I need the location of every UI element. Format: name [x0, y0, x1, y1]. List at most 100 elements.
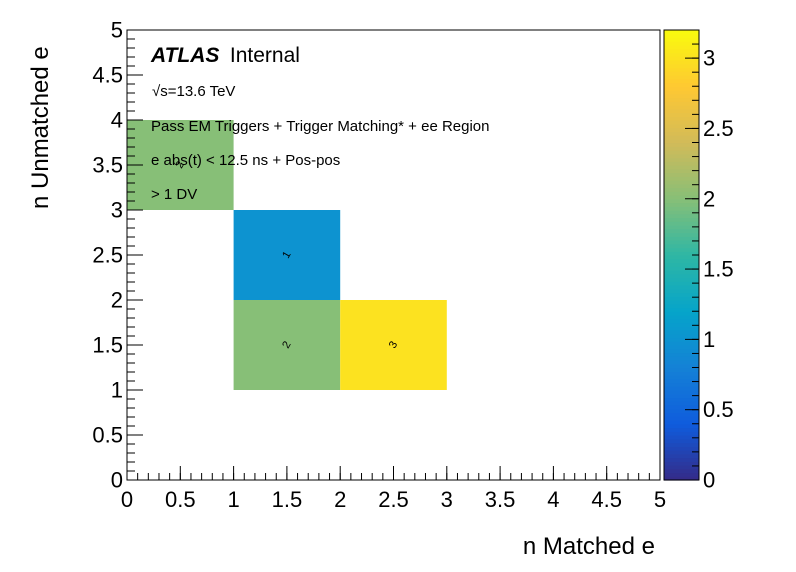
colorbar-segment [664, 41, 699, 46]
colorbar-segment [664, 135, 699, 140]
colorbar-segment [664, 367, 699, 372]
colorbar-segment [664, 341, 699, 346]
x-tick-label: 2 [334, 487, 346, 512]
colorbar-segment [664, 93, 699, 99]
colorbar-segment [664, 356, 699, 361]
colorbar-segment [664, 333, 699, 339]
internal-word: Internal [230, 44, 300, 67]
colorbar-segment [664, 78, 699, 84]
heatmap-cell [340, 300, 447, 390]
colorbar-segment [664, 393, 699, 399]
colorbar-segment [664, 435, 699, 440]
colorbar-segment [664, 318, 699, 324]
colorbar-segment [664, 330, 699, 335]
colorbar-segment [664, 33, 699, 39]
y-tick-label: 0 [111, 468, 123, 493]
colorbar-segment [664, 375, 699, 380]
colorbar-segment [664, 30, 699, 35]
energy-label: √s=13.6 TeV [152, 83, 235, 100]
colorbar-segment [664, 258, 699, 264]
colorbar-segment [664, 423, 699, 429]
colorbar-segment [664, 232, 699, 237]
colorbar-segment [664, 390, 699, 395]
heatmap-cell [233, 300, 341, 390]
colorbar-segment [664, 150, 699, 155]
colorbar-segment [664, 202, 699, 207]
colorbar-segment [664, 213, 699, 219]
colorbar-segment [664, 187, 699, 192]
colorbar-segment [664, 307, 699, 312]
atlas-label: ATLAS Internal [150, 44, 300, 67]
colorbar-segment [664, 472, 699, 477]
colorbar-segment [664, 326, 699, 331]
y-tick-label: 3 [111, 198, 123, 223]
y-tick-label: 4.5 [92, 63, 123, 88]
colorbar-segment [664, 142, 699, 147]
colorbar-segment [664, 172, 699, 177]
colorbar-segment [664, 363, 699, 369]
colorbar-segment [664, 112, 699, 117]
colorbar-segment [664, 225, 699, 230]
colorbar-segment [664, 131, 699, 136]
colorbar-segment [664, 138, 699, 144]
colorbar-segment [664, 416, 699, 421]
colorbar-segment [664, 371, 699, 376]
colorbar-segment [664, 176, 699, 181]
colorbar-segment [664, 37, 699, 42]
colorbar-segment [664, 296, 699, 301]
colorbar-segment [664, 60, 699, 65]
colorbar-segment [664, 97, 699, 102]
colorbar-tick-label: 1.5 [703, 257, 734, 282]
colorbar-segment [664, 285, 699, 290]
x-tick-label: 4.5 [591, 487, 622, 512]
y-tick-label: 0.5 [92, 423, 123, 448]
x-axis: 0 0.5 1 1.5 2 2.5 3 3.5 4 4.5 5 [121, 466, 666, 512]
colorbar-segment [664, 405, 699, 410]
colorbar-segment [664, 146, 699, 151]
colorbar-segment [664, 360, 699, 365]
y-tick-label: 3.5 [92, 153, 123, 178]
x-tick-label: 3.5 [485, 487, 516, 512]
colorbar-segment [664, 468, 699, 474]
colorbar-segment [664, 101, 699, 106]
colorbar-segment [664, 71, 699, 76]
colorbar-segment [664, 198, 699, 204]
colorbar-segment [664, 382, 699, 387]
colorbar-tick-label: 0 [703, 468, 715, 493]
colorbar: 0 0.5 1 1.5 2 2.5 3 [663, 29, 734, 493]
x-tick-label: 4 [547, 487, 559, 512]
x-tick-label: 3 [441, 487, 453, 512]
colorbar-segment [664, 322, 699, 327]
colorbar-segment [664, 431, 699, 436]
colorbar-segment [664, 63, 699, 69]
colorbar-segment [664, 300, 699, 305]
colorbar-segment [664, 288, 699, 294]
colorbar-segment [664, 86, 699, 91]
x-tick-label: 0 [121, 487, 133, 512]
cell-value-label: 1 [280, 249, 293, 260]
colorbar-segment [664, 52, 699, 57]
colorbar-segment [664, 206, 699, 211]
heatmap-cell [127, 120, 234, 210]
colorbar-segment [664, 243, 699, 249]
colorbar-segment [664, 195, 699, 200]
colorbar-segment [664, 461, 699, 466]
colorbar-segment [664, 217, 699, 222]
cell-value-label: 2 [174, 159, 187, 170]
atlas-word: ATLAS [150, 44, 219, 67]
colorbar-segment [664, 45, 699, 50]
colorbar-segment [664, 210, 699, 215]
selection-line-3: > 1 DV [151, 186, 197, 203]
colorbar-segment [664, 127, 699, 132]
colorbar-tick-label: 2.5 [703, 116, 734, 141]
colorbar-segment [664, 116, 699, 121]
colorbar-segment [664, 255, 699, 260]
colorbar-segment [664, 273, 699, 279]
colorbar-segment [664, 408, 699, 414]
x-tick-label: 5 [654, 487, 666, 512]
y-tick-label: 1.5 [92, 333, 123, 358]
colorbar-segment [664, 476, 699, 481]
colorbar-segment [664, 378, 699, 384]
